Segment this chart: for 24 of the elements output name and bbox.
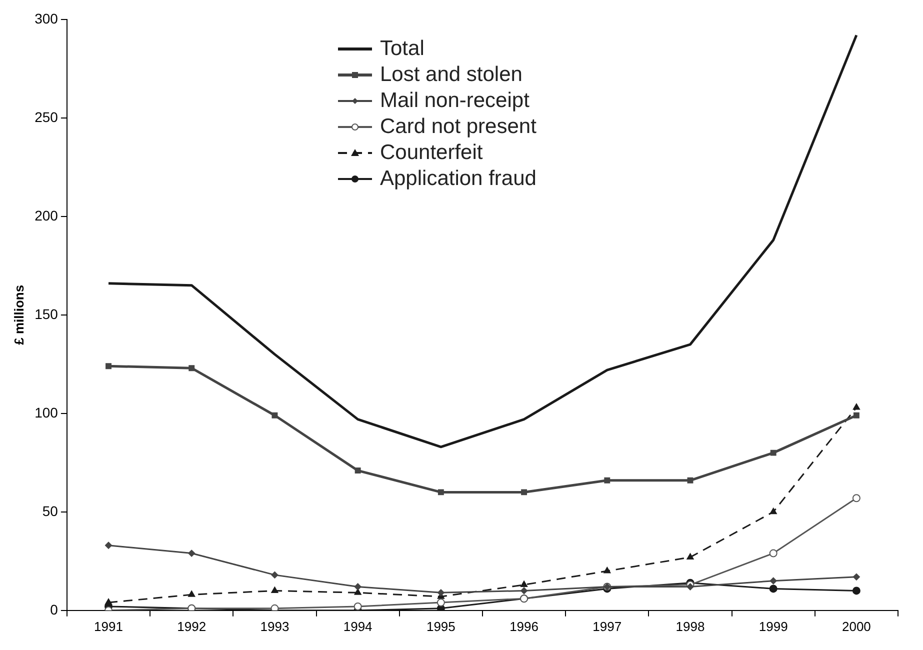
legend-label: Lost and stolen xyxy=(380,63,522,87)
legend-label: Application fraud xyxy=(380,167,536,191)
y-tick-label: 200 xyxy=(34,207,58,224)
x-tick-label: 1998 xyxy=(676,618,705,634)
x-tick-label: 1991 xyxy=(94,618,123,634)
y-tick-label: 100 xyxy=(34,404,58,420)
x-tick-label: 1994 xyxy=(343,618,372,634)
y-axis-title: £ millions xyxy=(11,284,26,345)
legend-label: Card not present xyxy=(380,115,536,139)
x-tick-label: 1992 xyxy=(177,618,206,634)
legend-label: Counterfeit xyxy=(380,141,483,165)
y-tick-label: 150 xyxy=(34,306,58,322)
x-tick-label: 1997 xyxy=(592,618,622,634)
legend-label: Total xyxy=(380,37,424,61)
y-tick-label: 0 xyxy=(50,601,58,618)
y-tick-label: 250 xyxy=(34,108,58,125)
y-tick-label: 50 xyxy=(42,502,58,519)
x-tick-label: 1993 xyxy=(260,618,290,634)
x-tick-label: 1995 xyxy=(426,618,456,634)
x-tick-label: 2000 xyxy=(842,618,871,634)
x-tick-label: 1999 xyxy=(758,618,788,634)
y-tick-label: 300 xyxy=(34,10,58,26)
x-tick-label: 1996 xyxy=(510,618,538,634)
legend-label: Mail non-receipt xyxy=(380,89,530,113)
